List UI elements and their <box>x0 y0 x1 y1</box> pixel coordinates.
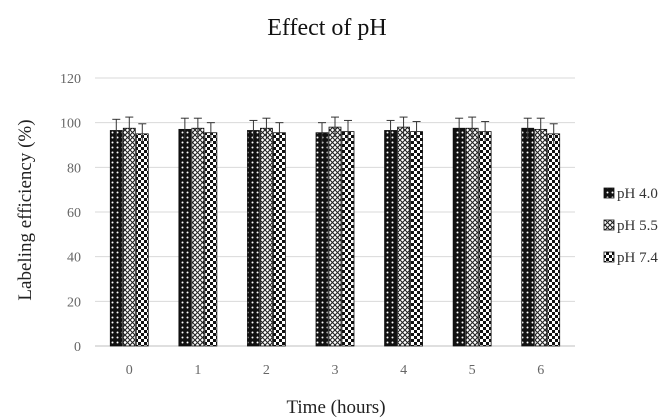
bar-ph-7-4-t5 <box>478 131 492 347</box>
bar-ph-7-4-t3 <box>341 131 355 347</box>
bar-ph-5-5-t2 <box>260 127 273 347</box>
y-tick-label-80: 80 <box>67 161 81 176</box>
bar-ph-5-5-t6 <box>534 128 548 347</box>
bar-ph-4-0-t3 <box>315 132 329 347</box>
bar-ph-7-4-t4 <box>410 131 423 347</box>
bar-ph-5-5-t3 <box>328 126 342 347</box>
bar-ph-4-0-t6 <box>521 127 535 347</box>
x-tick-label-4: 4 <box>400 363 407 378</box>
legend-swatch-1 <box>603 219 615 231</box>
bar-ph-5-5-t4 <box>397 126 410 347</box>
bar-ph-4-0-t5 <box>452 127 466 347</box>
legend-label-2: pH 7.4 <box>617 250 658 266</box>
y-tick-label-0: 0 <box>74 340 81 355</box>
bar-ph-7-4-t1 <box>204 132 218 347</box>
tick-labels: 0 20 40 60 80 100 120 0 1 2 3 4 5 6 <box>60 72 544 378</box>
bar-ph-4-0-t4 <box>384 130 397 347</box>
bar-ph-5-5-t1 <box>191 127 205 347</box>
bars <box>109 126 561 347</box>
y-tick-label-20: 20 <box>67 295 81 310</box>
y-tick-label-40: 40 <box>67 251 81 266</box>
x-tick-label-2: 2 <box>263 363 270 378</box>
y-tick-label-100: 100 <box>60 117 81 132</box>
legend-label-0: pH 4.0 <box>617 186 658 202</box>
y-tick-label-60: 60 <box>67 206 81 221</box>
bar-ph-5-5-t5 <box>465 127 479 347</box>
bar-ph-4-0-t1 <box>178 128 192 347</box>
x-tick-label-3: 3 <box>332 363 339 378</box>
x-tick-label-0: 0 <box>126 363 133 378</box>
bar-ph-7-4-t0 <box>135 133 149 347</box>
bar-ph-5-5-t0 <box>122 127 136 347</box>
x-axis-label: Time (hours) <box>286 397 385 418</box>
bar-ph-7-4-t2 <box>273 132 286 347</box>
legend-swatch-0 <box>603 187 615 199</box>
chart-title: Effect of pH <box>267 15 387 41</box>
bar-ph-4-0-t0 <box>109 130 123 347</box>
legend-label-1: pH 5.5 <box>617 218 658 234</box>
error-bars <box>112 116 558 144</box>
x-tick-label-1: 1 <box>194 363 201 378</box>
bar-ph-4-0-t2 <box>247 130 260 347</box>
y-tick-label-120: 120 <box>60 72 81 87</box>
bar-ph-7-4-t6 <box>547 133 561 347</box>
x-tick-label-6: 6 <box>537 363 544 378</box>
legend-swatch-2 <box>603 251 615 263</box>
y-axis-label: Labeling efficiency (%) <box>15 119 36 300</box>
x-tick-label-5: 5 <box>469 363 476 378</box>
legend: pH 4.0 pH 5.5 pH 7.4 <box>603 186 658 266</box>
